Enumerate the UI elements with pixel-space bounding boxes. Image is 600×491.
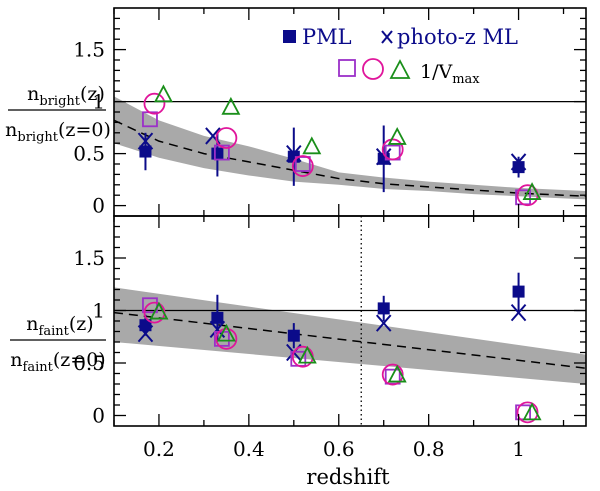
bot-open-triangle-point: [522, 402, 542, 421]
bot-cross-point: [375, 314, 392, 332]
top-filled-square-point: [139, 145, 152, 158]
legend-photoz-label: photo-z ML: [397, 25, 518, 49]
top-open-triangle-point: [221, 96, 241, 115]
bot-open-circle-point: [215, 327, 238, 350]
bot-open-square-point: [213, 330, 230, 347]
top-cross-point: [510, 153, 527, 171]
bot-open-triangle-point: [216, 323, 236, 342]
bot-open-triangle-point: [297, 345, 317, 364]
svg-text:nfaint(z=0): nfaint(z=0): [10, 349, 105, 375]
top-open-circle-point: [291, 155, 314, 177]
top-open-triangle-point: [153, 84, 173, 103]
bottom-axes: 0 0.5 1 1.5 0.2 0.4 0.6 0.8 1: [73, 215, 587, 461]
bot-open-triangle-point: [387, 364, 407, 383]
bot-ytick-label: 1.5: [73, 246, 105, 270]
bottom-lines: [113, 216, 587, 426]
top-cross-point: [375, 148, 392, 166]
bot-ytick-label: 0.5: [73, 351, 105, 375]
bot-model-dashed-line: [113, 311, 587, 369]
top-model-band: [114, 96, 586, 200]
bot-ytick-label: 0: [92, 404, 105, 428]
svg-text:nbright(z=0): nbright(z=0): [5, 119, 111, 145]
svg-text:nfaint(z): nfaint(z): [26, 313, 93, 339]
xtick-label: 0.2: [143, 437, 175, 461]
bot-open-circle-point: [381, 363, 404, 386]
top-open-circle-point: [143, 92, 166, 115]
legend-vmax-square: [338, 59, 356, 77]
top-ytick-label: 1.5: [73, 38, 105, 62]
bot-filled-square-point: [139, 319, 152, 332]
top-panel: 0 0.5 1 1.5: [73, 7, 587, 218]
legend: PML photo-z ML 1/Vmax: [283, 25, 518, 87]
bot-open-triangle-point: [149, 301, 169, 320]
top-open-circle-point: [215, 127, 238, 149]
top-open-triangle-point: [387, 127, 407, 145]
legend-vmax-label: 1/Vmax: [420, 61, 480, 87]
top-model-band: [114, 96, 586, 200]
top-cross-point: [286, 144, 302, 163]
xtick-label: 0.4: [233, 437, 265, 461]
top-ytick-label: 0.5: [73, 142, 105, 166]
legend-vmax-circle: [362, 58, 384, 80]
bot-filled-square-point: [377, 302, 390, 315]
bot-open-square-point: [142, 297, 158, 314]
bottom-y-axis-label: nfaint(z) nfaint(z=0): [10, 313, 106, 375]
bottom-model-band: [114, 287, 586, 384]
bot-model-band: [114, 287, 586, 384]
bot-open-circle-point: [516, 401, 539, 424]
legend-photoz-marker: [381, 30, 393, 44]
top-open-circle-point: [381, 138, 404, 161]
legend-pml-label: PML: [302, 25, 352, 49]
xtick-label: 0.8: [413, 437, 445, 461]
legend-pml-marker: [283, 30, 296, 43]
top-axes: 0 0.5 1 1.5: [73, 7, 587, 218]
xtick-label: 0.6: [323, 437, 355, 461]
top-markers: [137, 84, 542, 207]
bot-filled-square-point: [287, 329, 300, 342]
top-cross-point: [137, 132, 154, 150]
bottom-markers: [137, 272, 542, 424]
legend-vmax-triangle: [389, 59, 411, 79]
top-ytick-label: 1: [92, 90, 105, 114]
bot-filled-square-point: [512, 285, 525, 298]
xtick-label: 1: [512, 437, 525, 461]
top-filled-square-point: [287, 150, 300, 163]
top-open-triangle-point: [522, 182, 542, 200]
top-open-square-point: [294, 156, 311, 172]
bot-ytick-label: 1: [92, 299, 105, 323]
top-open-square-point: [213, 144, 230, 161]
svg-text:nbright(z): nbright(z): [27, 83, 105, 109]
bottom-panel: 0 0.5 1 1.5 0.2 0.4 0.6 0.8 1: [73, 215, 587, 461]
bot-filled-square-point: [211, 311, 224, 324]
top-filled-square-point: [377, 152, 390, 165]
bot-cross-point: [510, 303, 527, 322]
top-filled-square-point: [211, 147, 224, 160]
top-ytick-label: 0: [92, 194, 105, 218]
x-axis-label: redshift: [306, 465, 390, 489]
top-open-triangle-point: [302, 136, 322, 155]
top-y-axis-label: nbright(z) nbright(z=0): [5, 83, 111, 145]
bot-cross-point: [137, 324, 154, 343]
